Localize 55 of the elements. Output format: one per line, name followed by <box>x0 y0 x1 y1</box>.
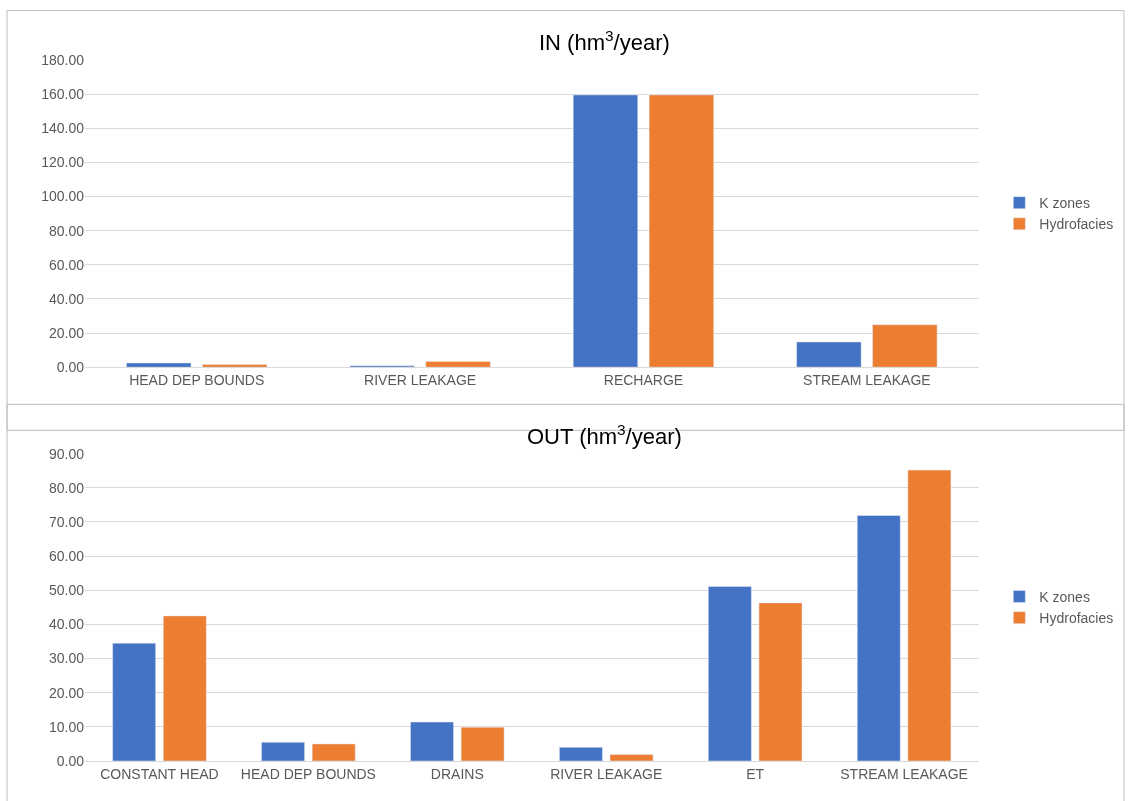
y-tick-label: 0.00 <box>56 359 85 376</box>
y-tick-label: 10.00 <box>48 718 85 735</box>
bar <box>907 469 952 761</box>
y-tick-label: 90.00 <box>48 445 85 462</box>
bar <box>126 362 192 368</box>
x-tick-label: STREAM LEAKAGE <box>803 372 931 389</box>
y-tick-label: 80.00 <box>48 479 85 496</box>
y-tick-label: 180.00 <box>41 51 85 68</box>
legend-label: Hydrofacies <box>1039 216 1114 233</box>
y-tick-label: 30.00 <box>48 650 85 667</box>
chart-title: IN (hm$^{3}$/year) <box>539 27 670 56</box>
y-tick-label: 70.00 <box>48 513 85 530</box>
bar <box>572 94 639 368</box>
chart-title: OUT (hm$^{3}$/year) <box>527 421 682 450</box>
x-tick-label: DRAINS <box>430 765 484 782</box>
x-tick-label: ET <box>746 765 765 782</box>
bar <box>311 743 356 761</box>
x-tick-label: RIVER LEAKAGE <box>364 372 477 389</box>
legend-label: Hydrofacies <box>1039 610 1114 627</box>
y-tick-label: 140.00 <box>41 120 85 137</box>
bar <box>202 364 268 368</box>
y-tick-label: 20.00 <box>48 324 85 341</box>
y-tick-label: 20.00 <box>48 684 85 701</box>
legend-label: K zones <box>1039 588 1090 605</box>
bar <box>708 586 752 761</box>
bar <box>460 726 505 761</box>
y-tick-label: 60.00 <box>48 548 85 565</box>
x-tick-label: RIVER LEAKAGE <box>550 765 663 782</box>
y-tick-label: 40.00 <box>48 290 85 307</box>
x-tick-label: RECHARGE <box>603 372 684 389</box>
y-tick-label: 80.00 <box>48 222 85 239</box>
bar <box>163 615 207 761</box>
bar <box>609 754 654 761</box>
bar <box>559 747 603 761</box>
bar <box>758 602 803 761</box>
y-tick-label: 100.00 <box>41 188 85 205</box>
x-tick-label: STREAM LEAKAGE <box>840 765 968 782</box>
bar <box>410 721 454 761</box>
y-tick-label: 120.00 <box>41 154 85 171</box>
y-tick-label: 160.00 <box>41 85 85 102</box>
y-tick-label: 40.00 <box>48 616 85 633</box>
bar <box>856 515 901 761</box>
bar <box>872 324 938 368</box>
bar <box>796 341 862 368</box>
bar <box>425 361 491 368</box>
x-tick-label: HEAD DEP BOUNDS <box>129 372 265 389</box>
bar <box>112 642 156 761</box>
y-tick-label: 60.00 <box>48 256 85 273</box>
x-tick-label: CONSTANT HEAD <box>100 765 219 782</box>
bar <box>261 741 305 761</box>
bar <box>648 94 714 368</box>
x-tick-label: HEAD DEP BOUNDS <box>240 765 376 782</box>
legend-label: K zones <box>1039 195 1090 212</box>
y-tick-label: 50.00 <box>48 582 85 599</box>
y-tick-label: 0.00 <box>56 752 85 769</box>
